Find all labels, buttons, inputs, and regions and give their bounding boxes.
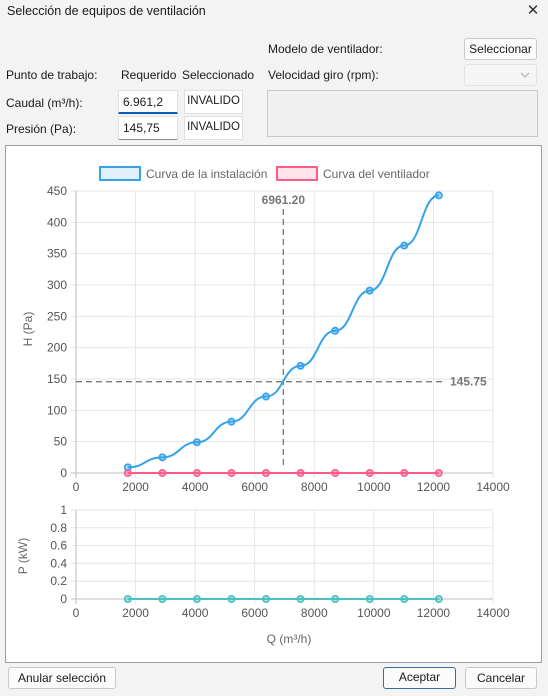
- seleccionado-header: Seleccionado: [182, 68, 255, 82]
- top-ytick-label: 0: [60, 466, 67, 480]
- legend-label-ventilador: Curva del ventilador: [323, 167, 430, 181]
- top-point: [158, 468, 167, 477]
- velocidad-label: Velocidad giro (rpm):: [268, 68, 379, 82]
- top-ytick-label: 250: [47, 309, 67, 323]
- caudal-input[interactable]: 6.961,2: [118, 90, 178, 114]
- bot-point: [296, 594, 305, 603]
- top-point: [123, 468, 132, 477]
- title-bar: Selección de equipos de ventilación ✕: [0, 0, 548, 24]
- aceptar-button[interactable]: Aceptar: [383, 667, 456, 689]
- bot-xtick-label: 6000: [241, 606, 268, 620]
- bot-xtick-label: 12000: [417, 606, 451, 620]
- bot-point: [434, 594, 443, 603]
- bot-ytick-label: 0.2: [50, 574, 67, 588]
- modelo-label: Modelo de ventilador:: [268, 42, 383, 56]
- anular-seleccion-button[interactable]: Anular selección: [8, 667, 116, 689]
- punto-label: Punto de trabajo:: [6, 68, 98, 82]
- bot-ytick-label: 1: [60, 503, 67, 517]
- presion-input[interactable]: 145,75: [118, 116, 178, 140]
- top-series-line: [127, 194, 440, 469]
- top-point: [227, 417, 236, 426]
- top-xtick-label: 14000: [476, 480, 510, 494]
- bot-xtick-label: 0: [73, 606, 80, 620]
- cancelar-button[interactable]: Cancelar: [465, 667, 537, 689]
- bot-point: [262, 594, 271, 603]
- bot-point: [331, 594, 340, 603]
- top-xtick-label: 12000: [417, 480, 451, 494]
- bot-point: [400, 594, 409, 603]
- close-icon[interactable]: ✕: [526, 2, 540, 19]
- chart-panel: Curva de la instalación Curva del ventil…: [5, 145, 542, 663]
- top-ylabel: H (Pa): [21, 312, 35, 347]
- top-point: [227, 468, 236, 477]
- top-point: [365, 286, 374, 295]
- top-ytick-label: 150: [47, 372, 67, 386]
- top-ytick-label: 100: [47, 403, 67, 417]
- top-xtick-label: 4000: [182, 480, 209, 494]
- legend-swatch-instalacion: [99, 166, 141, 181]
- caudal-seleccionado: INVALIDO: [184, 90, 243, 114]
- bot-xtick-label: 14000: [476, 606, 510, 620]
- annotation-label-x: 6961.20: [262, 193, 306, 207]
- bot-point: [227, 594, 236, 603]
- bot-xtick-label: 8000: [301, 606, 328, 620]
- top-point: [262, 468, 271, 477]
- top-point: [434, 468, 443, 477]
- top-ytick-label: 300: [47, 278, 67, 292]
- caudal-label: Caudal (m³/h):: [6, 96, 83, 110]
- top-xtick-label: 10000: [357, 480, 391, 494]
- presion-label: Presión (Pa):: [6, 122, 77, 136]
- info-panel: [267, 90, 538, 137]
- top-xtick-label: 6000: [241, 480, 268, 494]
- top-point: [434, 191, 443, 200]
- bot-xtick-label: 4000: [182, 606, 209, 620]
- top-point: [192, 468, 201, 477]
- bot-ytick-label: 0.8: [50, 521, 67, 535]
- top-point: [262, 392, 271, 401]
- window-title: Selección de equipos de ventilación: [7, 4, 206, 18]
- top-point: [400, 468, 409, 477]
- top-ytick-label: 200: [47, 341, 67, 355]
- bot-ylabel: P (kW): [16, 538, 30, 574]
- top-ytick-label: 50: [54, 435, 68, 449]
- chevron-down-icon: [520, 68, 530, 85]
- top-xtick-label: 8000: [301, 480, 328, 494]
- velocidad-select[interactable]: [464, 64, 537, 86]
- bot-point: [158, 594, 167, 603]
- requerido-header: Requerido: [121, 68, 177, 82]
- legend: Curva de la instalación Curva del ventil…: [99, 166, 430, 181]
- bot-point: [192, 594, 201, 603]
- bot-xlabel: Q (m³/h): [267, 632, 312, 646]
- chart-svg: Curva de la instalación Curva del ventil…: [16, 166, 510, 646]
- bot-point: [365, 594, 374, 603]
- top-ytick-label: 400: [47, 215, 67, 229]
- top-ytick-label: 450: [47, 184, 67, 198]
- top-point: [331, 326, 340, 335]
- top-xtick-label: 0: [73, 480, 80, 494]
- presion-seleccionado: INVALIDO: [184, 116, 243, 140]
- top-point: [296, 468, 305, 477]
- seleccionar-button[interactable]: Seleccionar: [464, 38, 537, 60]
- legend-label-instalacion: Curva de la instalación: [146, 167, 267, 181]
- bot-point: [123, 594, 132, 603]
- top-point: [331, 468, 340, 477]
- bot-ytick-label: 0.6: [50, 539, 67, 553]
- bot-xtick-label: 2000: [122, 606, 149, 620]
- top-point: [365, 468, 374, 477]
- top-point: [192, 438, 201, 447]
- bot-xtick-label: 10000: [357, 606, 391, 620]
- legend-swatch-ventilador: [276, 166, 318, 181]
- top-point: [296, 361, 305, 370]
- top-ytick-label: 350: [47, 247, 67, 261]
- annotation-label-y: 145.75: [450, 375, 487, 389]
- bot-ytick-label: 0: [60, 592, 67, 606]
- bot-ytick-label: 0.4: [50, 556, 67, 570]
- top-point: [400, 241, 409, 250]
- top-point: [158, 453, 167, 462]
- top-xtick-label: 2000: [122, 480, 149, 494]
